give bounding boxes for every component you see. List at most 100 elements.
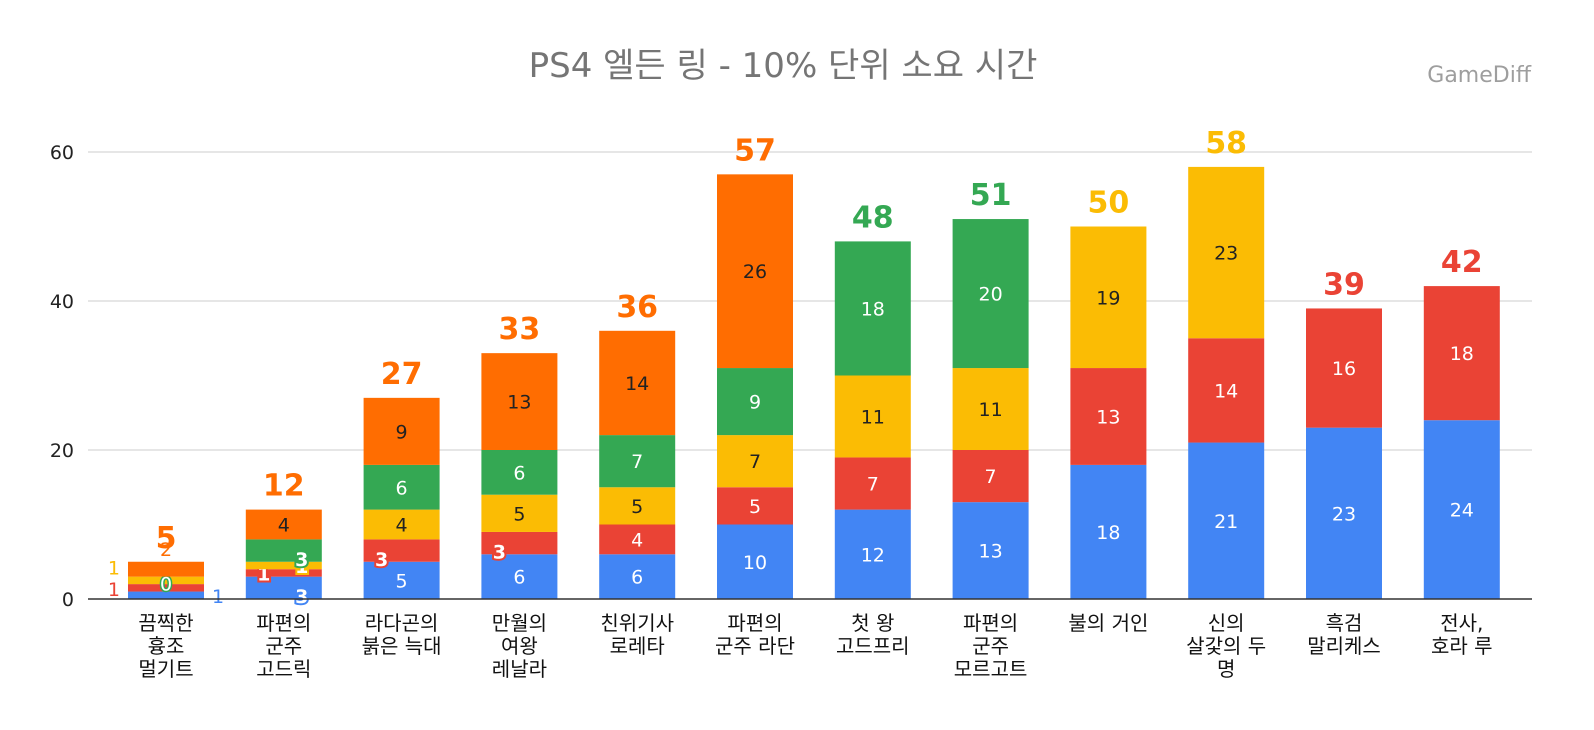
segment-label: 4 [631, 529, 643, 551]
y-tick-label: 0 [62, 589, 74, 611]
bar-segment [952, 450, 1029, 503]
x-tick-label: 흑검 [1326, 611, 1363, 635]
total-label: 58 [1205, 126, 1247, 161]
y-tick-label: 20 [50, 440, 74, 462]
x-tick-label: 군주 [972, 634, 1009, 658]
x-tick-label: 라다곤의 [365, 611, 439, 635]
segment-label: 26 [743, 261, 767, 283]
segment-label: 24 [1450, 500, 1474, 522]
segment-label: 5 [513, 503, 525, 525]
segment-label: 13 [1096, 406, 1120, 428]
segment-label: 12 [861, 544, 885, 566]
x-tick-label: 로레타 [610, 634, 665, 658]
bar-segment [717, 435, 793, 488]
segment-label: 14 [1214, 380, 1238, 402]
gridlines [88, 151, 1532, 451]
bar-segment [481, 450, 558, 495]
segment-label: 1 [212, 586, 224, 608]
bar-segment [481, 353, 558, 450]
x-tick-label: 호라 루 [1431, 634, 1493, 658]
x-tick-label: 친위기사 [600, 611, 674, 635]
segment-label: 2 [160, 539, 172, 561]
bar-segment [363, 509, 440, 540]
bar-segment [481, 554, 558, 599]
bar-group: 12 7 11 18 48 [834, 200, 911, 599]
x-tick-label: 파편의 [727, 611, 782, 635]
bar-segment [717, 174, 793, 369]
segment-label: 13 [507, 392, 531, 414]
bar-segment [363, 539, 440, 562]
bar-segment [1188, 442, 1265, 599]
segment-label: 1 [108, 579, 120, 601]
total-label: 12 [263, 469, 305, 504]
bar-segment [128, 561, 204, 577]
x-tick-label: 파편의 [963, 611, 1018, 635]
x-tick-label: 첫 왕 [851, 611, 894, 635]
segment-label: 3 [295, 586, 308, 608]
bar-segment [128, 584, 204, 592]
segment-label: 4 [278, 515, 290, 537]
segment-label: 7 [867, 474, 879, 496]
segment-label: 9 [749, 392, 761, 414]
segment-label: 11 [861, 406, 885, 428]
segment-label: 23 [1214, 243, 1238, 265]
bar-segment [245, 509, 322, 540]
bar-segment [1306, 308, 1382, 428]
x-tick-label: 붉은 늑대 [362, 634, 442, 658]
x-tick-label: 신의 [1208, 611, 1245, 635]
bar-segment [245, 576, 322, 599]
segment-label: 5 [749, 496, 761, 518]
segment-label: 6 [513, 567, 525, 589]
bar-segment [481, 531, 558, 555]
bar-segment [599, 487, 676, 525]
chart-title: PS4 엘든 링 - 10% 단위 소요 시간 [529, 46, 1038, 86]
bar-group: 13 7 11 20 51 [952, 178, 1029, 599]
segment-label: 1 [108, 558, 120, 580]
bar-segment [834, 509, 911, 599]
x-tick-label: 고드릭 [256, 657, 311, 681]
total-label: 42 [1441, 245, 1483, 280]
bar-group: 6 4 5 7 14 36 [599, 290, 676, 599]
x-tick-label: 흉조 [148, 634, 185, 658]
x-tick-label: 군주 라단 [715, 634, 795, 658]
bar-segment [717, 487, 793, 525]
segment-label: 9 [396, 421, 408, 443]
y-tick-label: 60 [50, 142, 74, 164]
segment-label: 23 [1332, 503, 1356, 525]
total-label: 5 [156, 521, 177, 556]
segment-label: 18 [1450, 343, 1474, 365]
segment-label: 16 [1332, 358, 1356, 380]
x-tick-label: 전사, [1440, 611, 1483, 635]
bar-segment [1070, 368, 1147, 465]
x-tick-label: 모르고트 [954, 657, 1028, 681]
x-tick-label: 끔찍한 [138, 611, 193, 635]
bar-segment [834, 375, 911, 458]
bar-segment [599, 524, 676, 555]
bar-segment [952, 502, 1029, 599]
bar-group: 23 16 39 [1306, 267, 1382, 599]
watermark-label: GameDiff [1427, 63, 1532, 88]
x-tick-label: 만월의 [492, 611, 547, 635]
bar-segment [1188, 338, 1265, 443]
bar-segment [1423, 286, 1500, 421]
bar-segment [717, 368, 793, 436]
bar-segment [245, 569, 322, 577]
bar-segment [1423, 420, 1500, 599]
bar-group: 18 13 19 50 [1070, 186, 1147, 599]
bar-segment [363, 397, 440, 465]
segment-label: 5 [631, 496, 643, 518]
bar-segment [128, 591, 204, 599]
bar-segment [834, 457, 911, 510]
segment-label: 5 [396, 570, 408, 592]
segment-label: 20 [979, 284, 1003, 306]
total-label: 27 [381, 357, 423, 392]
segment-label: 6 [631, 567, 643, 589]
total-label: 57 [734, 133, 776, 168]
x-tick-label: 레날라 [492, 657, 547, 681]
total-label: 51 [970, 178, 1012, 213]
